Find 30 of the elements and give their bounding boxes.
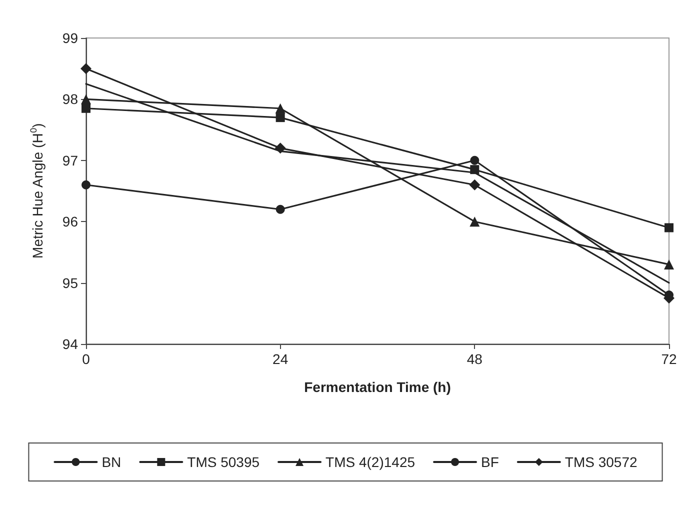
y-tick-label: 95 — [62, 274, 78, 291]
x-tick-label: 72 — [661, 351, 677, 367]
x-axis-title: Fermentation Time (h) — [304, 379, 451, 395]
point — [470, 216, 480, 227]
point — [664, 259, 674, 270]
point — [81, 94, 91, 104]
legend-label: TMS 30572 — [564, 454, 638, 470]
point — [470, 156, 480, 165]
legend-label: TMS 50395 — [187, 454, 260, 470]
legend-label: TMS 4(2)1425 — [326, 454, 416, 470]
x-tick-label: 0 — [82, 351, 90, 367]
y-tick-label: 96 — [62, 214, 78, 230]
point — [469, 179, 480, 190]
legend-label: BF — [481, 454, 499, 470]
x-tick-label: 24 — [272, 351, 288, 367]
point — [470, 165, 480, 174]
point — [80, 63, 92, 74]
y-tick-label: 99 — [62, 30, 78, 46]
point — [82, 180, 90, 190]
y-axis-title: Metric Hue Angle (H0) — [28, 123, 46, 258]
y-tick-label: 98 — [62, 91, 78, 108]
point — [664, 223, 674, 232]
x-tick-label: 48 — [466, 351, 483, 367]
point — [275, 103, 286, 114]
point — [276, 113, 285, 122]
y-tick-label: 97 — [62, 152, 78, 168]
point — [276, 204, 285, 214]
y-tick-label: 94 — [62, 336, 78, 352]
legend-label: BN — [102, 454, 122, 470]
point — [82, 104, 90, 113]
